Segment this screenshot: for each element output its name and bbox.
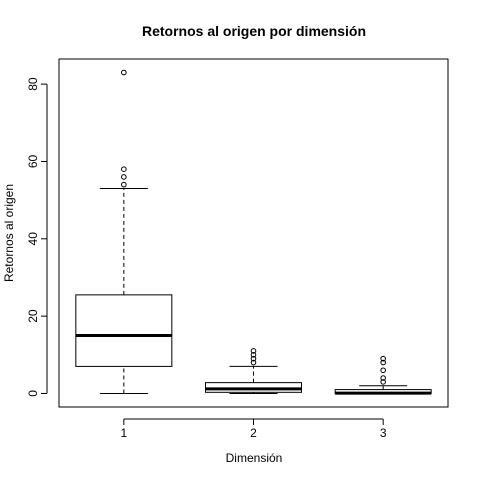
x-tick-label: 3	[380, 426, 387, 440]
outlier-point	[380, 359, 386, 366]
y-axis: 0 20 40 60 80	[26, 77, 48, 397]
y-tick-label: 80	[26, 77, 40, 91]
x-tick-label: 2	[250, 426, 257, 440]
outlier-point	[121, 174, 127, 180]
outlier-point	[121, 69, 127, 76]
x-axis: 1 2 3	[120, 418, 387, 440]
x-axis-label: Dimensión	[226, 451, 283, 465]
y-tick-label: 20	[26, 309, 40, 323]
outlier-point	[380, 367, 386, 374]
outlier-point	[250, 355, 257, 362]
chart-title: Retornos al origen por dimensión	[142, 23, 366, 39]
outlier-point	[250, 348, 257, 354]
x-tick-label: 1	[120, 426, 127, 440]
y-axis-label: Retornos al origen	[2, 184, 16, 282]
y-tick-label: 40	[26, 232, 40, 246]
outlier-point	[250, 359, 257, 366]
outlier-point	[380, 379, 386, 385]
outlier-point	[380, 355, 386, 362]
outlier-point	[121, 166, 127, 172]
box-2	[205, 348, 302, 394]
y-tick-label: 0	[26, 390, 40, 397]
box-3	[334, 355, 432, 395]
iqr-box	[75, 294, 173, 367]
outlier-point	[121, 181, 127, 188]
y-tick-label: 60	[26, 154, 40, 168]
boxes-group	[75, 69, 432, 395]
box-1	[75, 69, 173, 394]
plot-frame	[58, 58, 449, 408]
outlier-point	[250, 352, 257, 358]
outlier-point	[380, 375, 386, 381]
